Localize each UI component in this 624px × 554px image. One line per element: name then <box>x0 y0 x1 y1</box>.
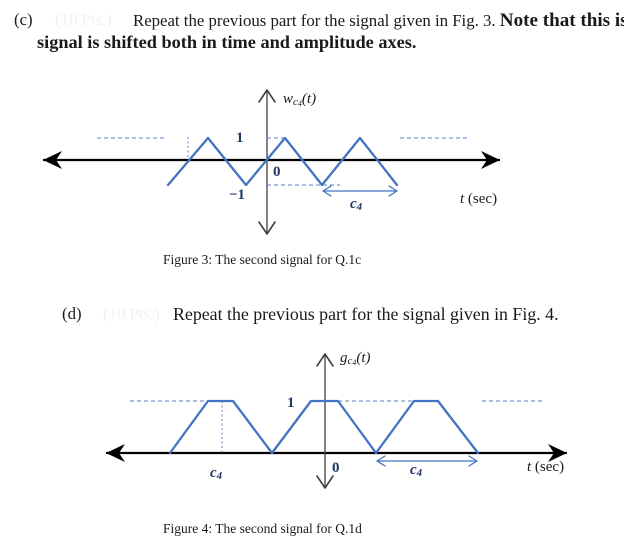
svg-text:gc4(t): gc4(t) <box>340 350 371 367</box>
svg-text:c4: c4 <box>410 462 423 479</box>
svg-text:t (sec): t (sec) <box>527 459 564 475</box>
svg-text:1: 1 <box>287 395 295 411</box>
svg-text:c4: c4 <box>210 465 223 482</box>
svg-text:0: 0 <box>332 460 340 476</box>
